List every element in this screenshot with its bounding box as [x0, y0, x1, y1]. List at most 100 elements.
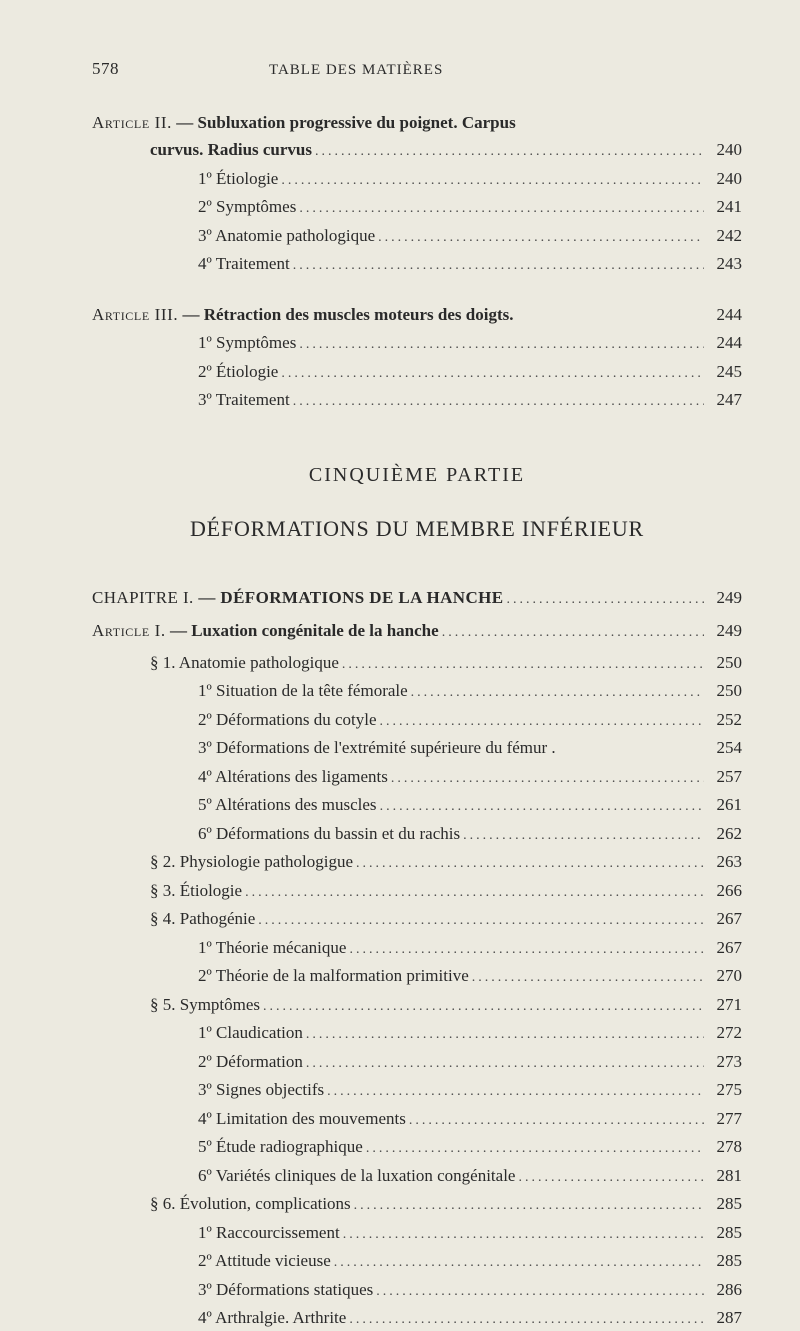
toc-page: 285 [704, 1248, 742, 1274]
leader-dots [303, 1024, 704, 1045]
toc-label: 1º Situation de la tête fémorale [198, 678, 408, 704]
leader-dots [408, 682, 704, 703]
toc-page: 281 [704, 1163, 742, 1189]
toc-entry: 4º Altérations des ligaments 257 [92, 764, 742, 790]
article-ii-lead: Article II. — Subluxation progressive du… [92, 110, 742, 136]
toc-entry: § 3. Étiologie266 [92, 878, 742, 904]
leader-dots [331, 1252, 704, 1273]
toc-page: 252 [704, 707, 742, 733]
toc-label: 5º Altérations des muscles [198, 792, 377, 818]
toc-page: 263 [704, 849, 742, 875]
toc-page: 250 [704, 650, 742, 676]
toc-label: § 6. Évolution, complications [150, 1191, 351, 1217]
toc-label: 2º Symptômes [198, 194, 296, 220]
leader-dots [439, 622, 704, 643]
leader-dots [346, 939, 704, 960]
toc-page: 257 [704, 764, 742, 790]
toc-label: 1º Claudication [198, 1020, 303, 1046]
toc-entry: 3º Traitement247 [92, 387, 742, 413]
toc-label: 4º Traitement [198, 251, 290, 277]
toc-entry: § 4. Pathogénie 267 [92, 906, 742, 932]
page-number: 578 [92, 56, 119, 82]
leader-dots [460, 825, 704, 846]
leader-dots [363, 1138, 704, 1159]
leader-dots [290, 391, 704, 412]
toc-label: § 4. Pathogénie [150, 906, 255, 932]
leader-dots [388, 768, 704, 789]
leader-dots [303, 1053, 704, 1074]
toc-page: 285 [704, 1191, 742, 1217]
toc-entry: 4º Traitement243 [92, 251, 742, 277]
toc-entry: 2º Déformations du cotyle252 [92, 707, 742, 733]
leader-dots [406, 1110, 704, 1131]
toc-page: 250 [704, 678, 742, 704]
toc-entry: 3º Anatomie pathologique242 [92, 223, 742, 249]
toc-label: 6º Déformations du bassin et du rachis [198, 821, 460, 847]
leader-dots [377, 711, 704, 732]
running-header: 578 TABLE DES MATIÈRES [92, 56, 742, 82]
part-subtitle: DÉFORMATIONS DU MEMBRE INFÉRIEUR [92, 512, 742, 545]
toc-label: 3º Déformations statiques [198, 1277, 373, 1303]
toc-page: 270 [704, 963, 742, 989]
leader-dots [242, 882, 704, 903]
toc-label: 1º Étiologie [198, 166, 278, 192]
toc-page: 241 [704, 194, 742, 220]
leader-dots [504, 589, 704, 610]
toc-entry: 1º Claudication 272 [92, 1020, 742, 1046]
toc-page: 287 [704, 1305, 742, 1331]
chapter-line: CHAPITRE I. — DÉFORMATIONS DE LA HANCHE … [92, 585, 742, 611]
toc-page: 262 [704, 821, 742, 847]
toc-label: 3º Anatomie pathologique [198, 223, 375, 249]
leader-dots [353, 853, 704, 874]
toc-page: 271 [704, 992, 742, 1018]
toc-label: § 2. Physiologie pathologigue [150, 849, 353, 875]
toc-label: 2º Déformation [198, 1049, 303, 1075]
toc-label: 5º Étude radiographique [198, 1134, 363, 1160]
leader-dots [290, 255, 704, 276]
leader-dots [255, 910, 704, 931]
toc-entry: 3º Déformations statiques 286 [92, 1277, 742, 1303]
leader-dots [373, 1281, 704, 1302]
toc-entry: § 2. Physiologie pathologigue 263 [92, 849, 742, 875]
running-title: TABLE DES MATIÈRES [269, 59, 443, 82]
article-ii-lead-cont: curvus. Radius curvus 240 [92, 137, 742, 163]
toc-entry: 3º Signes objectifs 275 [92, 1077, 742, 1103]
toc-entry: 2º Symptômes 241 [92, 194, 742, 220]
toc-page: 267 [704, 906, 742, 932]
toc-entry: § 1. Anatomie pathologique 250 [92, 650, 742, 676]
article-line: Article I. — Luxation congénitale de la … [92, 618, 742, 644]
toc-label: § 1. Anatomie pathologique [150, 650, 339, 676]
toc-entry: 5º Altérations des muscles261 [92, 792, 742, 818]
toc-page: 286 [704, 1277, 742, 1303]
leader-dots [377, 796, 704, 817]
leader-dots [469, 967, 704, 988]
leader-dots [375, 227, 704, 248]
toc-label: § 5. Symptômes [150, 992, 260, 1018]
leader-dots [340, 1224, 704, 1245]
toc-page: 272 [704, 1020, 742, 1046]
toc-entry: 2º Théorie de la malformation primitive2… [92, 963, 742, 989]
toc-entry: 6º Déformations du bassin et du rachis 26… [92, 821, 742, 847]
toc-page: 267 [704, 935, 742, 961]
toc-entry: 1º Symptômes244 [92, 330, 742, 356]
toc-page: 247 [704, 387, 742, 413]
toc-entry: 4º Arthralgie. Arthrite287 [92, 1305, 742, 1331]
toc-label: 3º Signes objectifs [198, 1077, 324, 1103]
toc-label: § 3. Étiologie [150, 878, 242, 904]
leader-dots [260, 996, 704, 1017]
toc-page: 278 [704, 1134, 742, 1160]
toc-label: 4º Altérations des ligaments [198, 764, 388, 790]
toc-label: 2º Étiologie [198, 359, 278, 385]
leader-dots [296, 334, 704, 355]
toc-label: 1º Théorie mécanique [198, 935, 346, 961]
toc-label: 1º Raccourcissement [198, 1220, 340, 1246]
toc-page: 254 [704, 735, 742, 761]
toc-entry: 5º Étude radiographique 278 [92, 1134, 742, 1160]
toc-entry: 2º Attitude vicieuse285 [92, 1248, 742, 1274]
leader-dots [351, 1195, 704, 1216]
toc-entry: 1º Étiologie240 [92, 166, 742, 192]
leader-dots [339, 654, 704, 675]
toc-page: 275 [704, 1077, 742, 1103]
toc-entry: 3º Déformations de l'extrémité supérieur… [92, 735, 742, 761]
toc-entry: 1º Théorie mécanique 267 [92, 935, 742, 961]
